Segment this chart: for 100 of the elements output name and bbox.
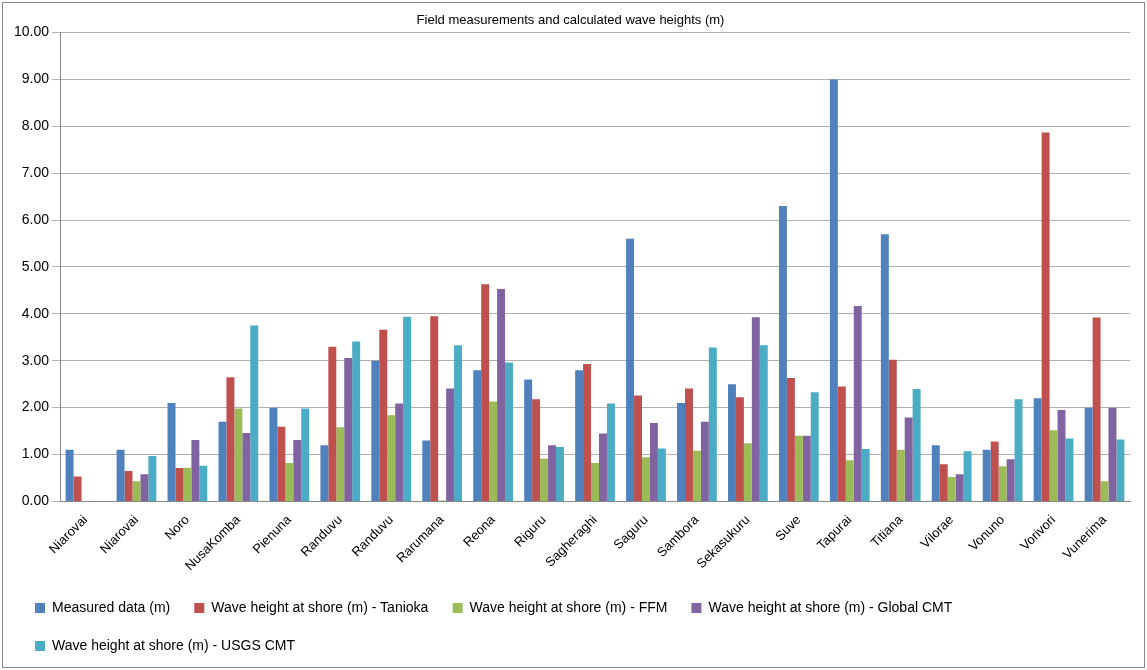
y-tick-label: 10.00 bbox=[13, 23, 50, 40]
bar bbox=[481, 284, 490, 501]
bar bbox=[422, 440, 431, 501]
bar bbox=[657, 448, 666, 501]
y-tick-label: 6.00 bbox=[21, 210, 50, 227]
bar bbox=[175, 468, 184, 501]
bar bbox=[285, 462, 294, 501]
bar bbox=[191, 439, 200, 501]
bar bbox=[148, 455, 157, 501]
bar bbox=[837, 386, 846, 501]
bar bbox=[140, 474, 149, 501]
bar bbox=[591, 462, 599, 501]
bar bbox=[1049, 430, 1058, 501]
bar bbox=[677, 402, 685, 501]
bar bbox=[371, 360, 380, 501]
bar bbox=[497, 289, 506, 501]
bar bbox=[301, 408, 310, 501]
bar bbox=[896, 449, 905, 501]
bar bbox=[998, 466, 1007, 501]
bar bbox=[575, 370, 584, 501]
bar bbox=[583, 364, 592, 501]
bar bbox=[829, 79, 838, 501]
bar bbox=[336, 427, 345, 501]
bar bbox=[277, 426, 286, 501]
legend-label: Wave height at shore (m) - Global CMT bbox=[708, 598, 953, 615]
bar bbox=[199, 465, 208, 501]
bar bbox=[888, 359, 897, 501]
bar bbox=[1116, 439, 1125, 501]
bar bbox=[955, 474, 964, 501]
bar bbox=[728, 384, 736, 501]
bar bbox=[446, 388, 455, 501]
bar bbox=[626, 238, 635, 501]
bar bbox=[845, 460, 854, 501]
bar bbox=[116, 449, 125, 501]
bar bbox=[65, 449, 74, 501]
bar bbox=[548, 445, 556, 501]
legend-label: Wave height at shore (m) - USGS CMT bbox=[52, 636, 296, 653]
bar bbox=[982, 449, 991, 501]
chart-title: Field measurements and calculated wave heights (m) bbox=[416, 12, 725, 28]
bar bbox=[853, 305, 862, 501]
bar bbox=[1065, 438, 1074, 501]
bar bbox=[990, 441, 999, 501]
bar bbox=[226, 377, 235, 501]
bar bbox=[598, 433, 607, 501]
bar bbox=[751, 317, 760, 501]
bar bbox=[1100, 481, 1109, 501]
bar bbox=[735, 397, 744, 501]
bar bbox=[320, 445, 329, 501]
bar bbox=[1108, 407, 1117, 501]
bar bbox=[641, 457, 650, 501]
y-tick-label: 3.00 bbox=[21, 351, 50, 368]
bar bbox=[778, 206, 787, 501]
bar bbox=[540, 458, 549, 501]
bar bbox=[786, 378, 795, 501]
legend-label: Measured data (m) bbox=[52, 598, 171, 615]
y-tick-label: 0.00 bbox=[21, 492, 50, 509]
bar bbox=[1041, 132, 1050, 501]
bar bbox=[269, 407, 278, 501]
bar bbox=[328, 346, 337, 501]
bar bbox=[759, 345, 768, 501]
bar bbox=[1084, 407, 1093, 501]
bar bbox=[904, 417, 913, 501]
y-tick-label: 5.00 bbox=[21, 257, 50, 274]
bar bbox=[524, 379, 533, 501]
bar bbox=[352, 341, 361, 501]
bar bbox=[73, 476, 82, 501]
bar bbox=[532, 399, 541, 501]
y-tick-label: 9.00 bbox=[21, 70, 50, 87]
bar bbox=[794, 435, 803, 501]
bar bbox=[344, 357, 353, 501]
bar bbox=[947, 477, 956, 501]
bar bbox=[743, 443, 752, 501]
bar bbox=[242, 432, 251, 501]
legend-label: Wave height at shore (m) - Tanioka bbox=[211, 598, 429, 615]
bar bbox=[387, 415, 396, 501]
bar bbox=[880, 234, 889, 501]
bar bbox=[505, 362, 513, 501]
y-tick-label: 1.00 bbox=[21, 445, 50, 462]
bar bbox=[685, 388, 693, 501]
y-tick-label: 4.00 bbox=[21, 304, 50, 321]
bar bbox=[606, 403, 615, 501]
bar bbox=[912, 388, 921, 501]
y-tick-label: 8.00 bbox=[21, 117, 50, 134]
bar bbox=[218, 421, 227, 501]
bar bbox=[649, 423, 658, 501]
y-tick-label: 7.00 bbox=[21, 164, 50, 181]
bar bbox=[250, 325, 259, 501]
bar bbox=[473, 370, 482, 501]
bar bbox=[931, 445, 940, 501]
bar bbox=[1006, 459, 1015, 501]
bar bbox=[802, 435, 811, 501]
bar bbox=[861, 448, 870, 501]
y-tick-label: 2.00 bbox=[21, 398, 50, 415]
bar bbox=[700, 421, 709, 501]
bar bbox=[939, 464, 948, 501]
bar bbox=[395, 403, 404, 501]
bar bbox=[132, 481, 141, 501]
bar bbox=[634, 395, 642, 501]
bar bbox=[379, 329, 388, 501]
bar bbox=[1033, 398, 1042, 501]
